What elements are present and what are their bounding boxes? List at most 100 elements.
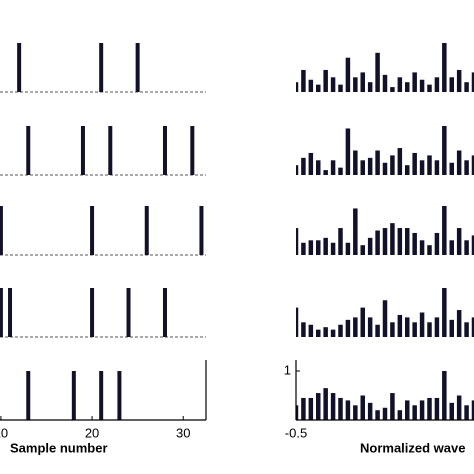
- bar: [338, 228, 343, 255]
- bar: [301, 157, 306, 175]
- bar: [390, 155, 395, 175]
- bar: [301, 397, 306, 420]
- bar: [338, 397, 343, 420]
- bar: [382, 300, 388, 337]
- stem: [0, 288, 3, 337]
- bar: [345, 319, 351, 337]
- y-tick-label: 1: [284, 362, 291, 377]
- stem: [80, 126, 85, 175]
- bar: [471, 155, 474, 175]
- bar: [330, 77, 336, 92]
- x-tick-label: -0.5: [285, 425, 307, 440]
- bar: [301, 322, 306, 337]
- bar: [442, 371, 447, 420]
- bar: [419, 312, 425, 337]
- bar: [345, 128, 351, 175]
- bar: [360, 245, 365, 255]
- bar: [308, 79, 314, 92]
- bar: [338, 84, 343, 92]
- x-tick-label: 20: [85, 425, 99, 440]
- right-column: [296, 43, 474, 420]
- bar: [375, 150, 380, 175]
- bar: [434, 160, 440, 175]
- bar: [345, 400, 351, 420]
- bar: [449, 162, 454, 175]
- stem: [99, 43, 104, 92]
- stem: [26, 126, 31, 175]
- bar: [316, 393, 321, 420]
- bar: [308, 240, 314, 255]
- bar: [338, 167, 343, 175]
- bar: [345, 242, 351, 255]
- bar: [456, 150, 462, 175]
- bar: [308, 324, 314, 337]
- bar: [390, 223, 395, 255]
- bar: [449, 319, 454, 337]
- bar: [330, 242, 336, 255]
- bar: [301, 69, 306, 92]
- bar: [464, 160, 469, 175]
- bar: [296, 165, 299, 175]
- bar: [382, 74, 388, 92]
- stem: [90, 288, 95, 337]
- bar: [464, 240, 469, 255]
- stem: [190, 126, 195, 175]
- stem: [71, 371, 76, 420]
- bar: [434, 397, 440, 420]
- stem: [135, 43, 140, 92]
- bar: [405, 400, 410, 420]
- bar: [471, 400, 474, 420]
- bar: [449, 402, 454, 420]
- bar: [397, 228, 403, 255]
- bar: [316, 329, 321, 337]
- bar: [367, 317, 373, 337]
- bar: [397, 77, 403, 92]
- bar: [405, 165, 410, 175]
- bar: [412, 152, 417, 175]
- stem: [26, 371, 31, 420]
- bar: [316, 160, 321, 175]
- stem: [8, 288, 13, 337]
- bar: [390, 322, 395, 337]
- bar: [442, 126, 447, 175]
- bar: [382, 228, 388, 255]
- stem: [144, 206, 149, 255]
- bar: [397, 314, 403, 337]
- stem: [162, 126, 167, 175]
- bar: [456, 395, 462, 420]
- bar: [442, 288, 447, 337]
- bar: [353, 405, 358, 420]
- bar: [419, 240, 425, 255]
- bar: [316, 240, 321, 255]
- stem: [117, 371, 122, 420]
- bar: [375, 410, 380, 420]
- x-axis-label: Normalized wave: [360, 440, 466, 455]
- bar: [360, 72, 365, 92]
- bar: [360, 307, 365, 337]
- bar: [323, 327, 328, 337]
- bar: [412, 232, 417, 255]
- bar: [308, 397, 314, 420]
- bar: [471, 317, 474, 337]
- bar: [405, 317, 410, 337]
- bar: [442, 43, 447, 92]
- bar: [427, 322, 432, 337]
- bar: [323, 69, 328, 92]
- bar: [308, 152, 314, 175]
- bar: [449, 240, 454, 255]
- axes: 10 20 30 Sample number -0.5 1 Normalized wave: [0, 360, 474, 455]
- bar: [316, 84, 321, 92]
- bar: [296, 405, 299, 420]
- bar: [367, 82, 373, 92]
- bar: [456, 228, 462, 255]
- bar: [330, 329, 336, 337]
- bar: [375, 52, 380, 92]
- bar: [360, 395, 365, 420]
- bar: [427, 397, 432, 420]
- bar: [345, 57, 351, 92]
- left-column: [0, 43, 206, 420]
- bar: [434, 77, 440, 92]
- bar: [375, 230, 380, 255]
